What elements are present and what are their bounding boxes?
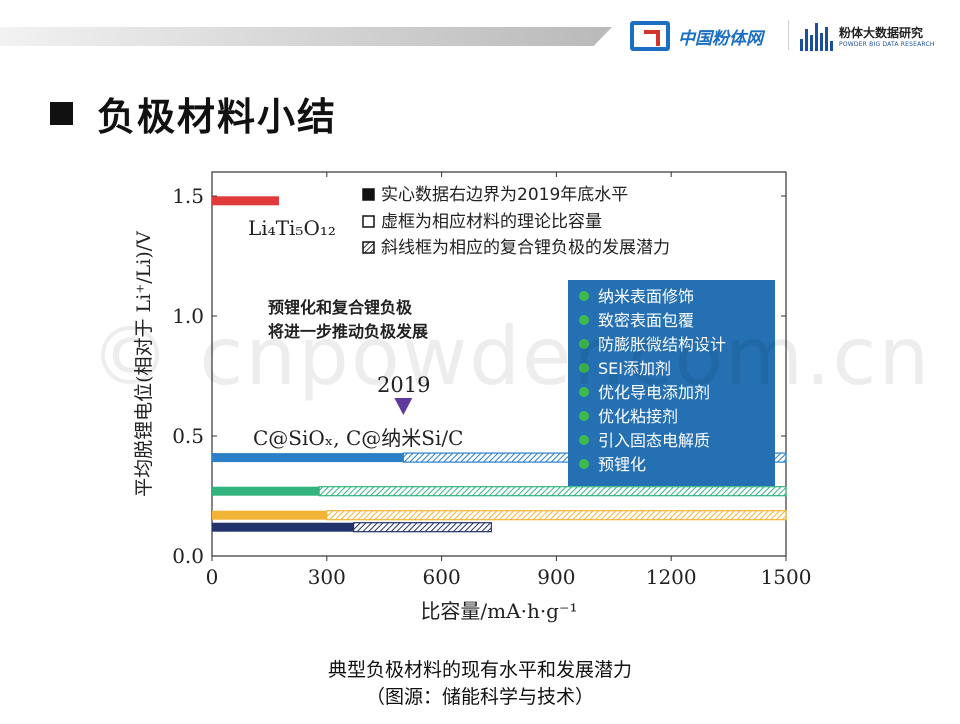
strategy-item: 优化导电添加剂 [598, 383, 710, 402]
year-marker-triangle [394, 398, 413, 415]
legend-label: 斜线框为相应的复合锂负极的发展潜力 [381, 238, 670, 258]
bar-current [212, 453, 404, 463]
slide-title: 负极材料小结 [50, 86, 337, 141]
y-tick-label: 0.5 [172, 424, 204, 448]
legend-marker [362, 241, 375, 254]
strategy-box [568, 280, 775, 486]
strategy-bullet [579, 363, 589, 373]
legend-marker [362, 215, 375, 228]
y-tick-label: 1.5 [172, 184, 204, 208]
strategy-bullet [579, 291, 589, 301]
y-axis-label: 平均脱锂电位(相对于 Li⁺/Li)/V [133, 231, 155, 497]
slide-title-text: 负极材料小结 [97, 95, 338, 139]
bar-chart-logo-icon [800, 21, 833, 51]
strategy-item: 引入固态电解质 [598, 431, 710, 450]
legend-label: 实心数据右边界为2019年底水平 [381, 185, 628, 205]
legend-marker [362, 188, 375, 201]
strategy-bullet [579, 459, 589, 469]
header-bar [0, 27, 612, 46]
strategy-item: SEI添加剂 [598, 359, 671, 378]
silicon-label: C@SiOₓ, C@纳米Si/C [253, 426, 463, 450]
logo-divider [788, 20, 789, 50]
bar-current [212, 522, 354, 532]
bar-current [212, 486, 320, 496]
strategy-item: 优化粘接剂 [598, 407, 678, 426]
strategy-bullet [579, 411, 589, 421]
plot-frame [211, 171, 787, 557]
bold-note-line1: 预锂化和复合锂负极 [268, 298, 413, 317]
year-label: 2019 [377, 373, 430, 397]
lto-label: Li₄Ti₅O₁₂ [248, 216, 336, 240]
bar-potential [318, 486, 787, 497]
x-tick-label: 600 [423, 565, 461, 589]
figure-caption: 典型负极材料的现有水平和发展潜力 [327, 659, 632, 681]
cnpowder-logo-text: 中国粉体网 [678, 28, 763, 49]
logo2-title: 粉体大数据研究 [839, 26, 924, 40]
x-tick-label: 300 [308, 565, 346, 589]
bar-current [212, 196, 279, 206]
x-tick-label: 900 [537, 565, 575, 589]
x-tick-label: 1200 [646, 565, 697, 589]
square-bullet-icon [50, 102, 73, 125]
figure-source: （图源：储能科学与技术） [365, 686, 594, 708]
strategy-item: 纳米表面修饰 [598, 287, 694, 306]
x-axis-label: 比容量/mA·h·g⁻¹ [420, 599, 577, 623]
x-tick-label: 1500 [761, 565, 812, 589]
bar-potential [326, 510, 787, 521]
y-tick-label: 1.0 [172, 304, 204, 328]
strategy-bullet [579, 339, 589, 349]
strategy-item: 防膨胀微结构设计 [598, 335, 726, 354]
cnpowder-logo[interactable]: 中国粉体网 [630, 16, 763, 56]
strategy-bullet [579, 387, 589, 397]
strategy-item: 预锂化 [598, 455, 646, 474]
bar-current [212, 510, 327, 520]
watermark: © cnpowder.com.cn [90, 310, 932, 403]
x-tick-label: 0 [206, 565, 219, 589]
logo2-subtitle: POWDER BIG DATA RESEARCH [839, 41, 935, 48]
legend-label: 虚框为相应材料的理论比容量 [381, 212, 602, 232]
bold-note-line2: 将进一步推动负极发展 [268, 322, 429, 341]
cnpowder-logo-icon [630, 21, 670, 51]
bar-potential [352, 522, 492, 533]
strategy-bullet [579, 315, 589, 325]
strategy-item: 致密表面包覆 [598, 311, 694, 330]
strategy-bullet [579, 435, 589, 445]
y-tick-label: 0.0 [172, 544, 204, 568]
powder-big-data-logo[interactable]: 粉体大数据研究 POWDER BIG DATA RESEARCH [800, 16, 935, 56]
